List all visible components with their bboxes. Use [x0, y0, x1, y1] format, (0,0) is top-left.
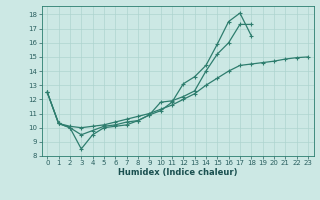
X-axis label: Humidex (Indice chaleur): Humidex (Indice chaleur)	[118, 168, 237, 177]
